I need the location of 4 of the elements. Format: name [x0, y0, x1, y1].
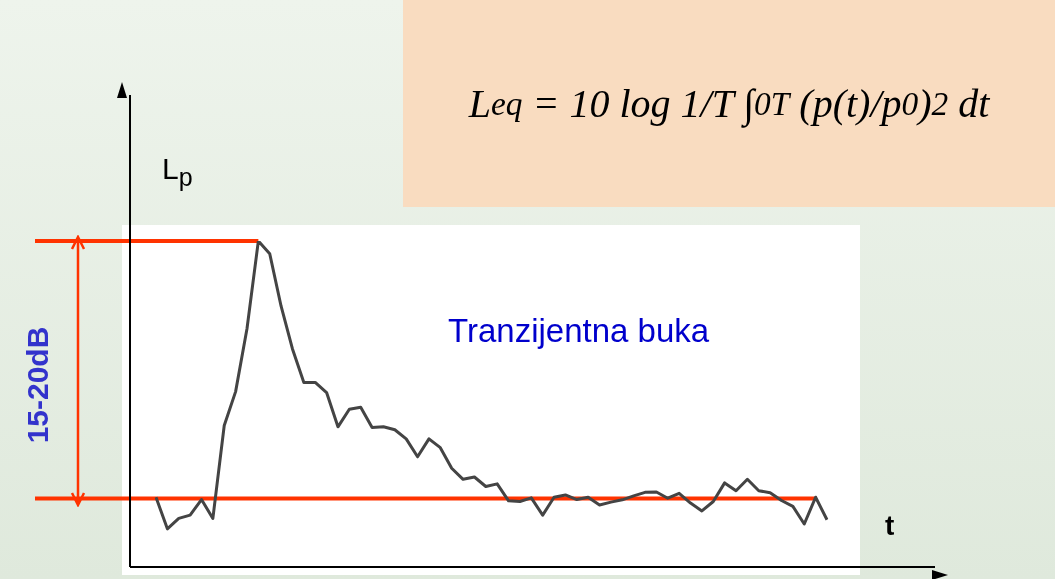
annotation: Tranzijentna buka: [448, 312, 710, 350]
x-axis-title: t: [885, 510, 895, 542]
y-axis-title: L$_{p}$: [162, 152, 193, 192]
text: 15-20dB: [21, 326, 55, 444]
